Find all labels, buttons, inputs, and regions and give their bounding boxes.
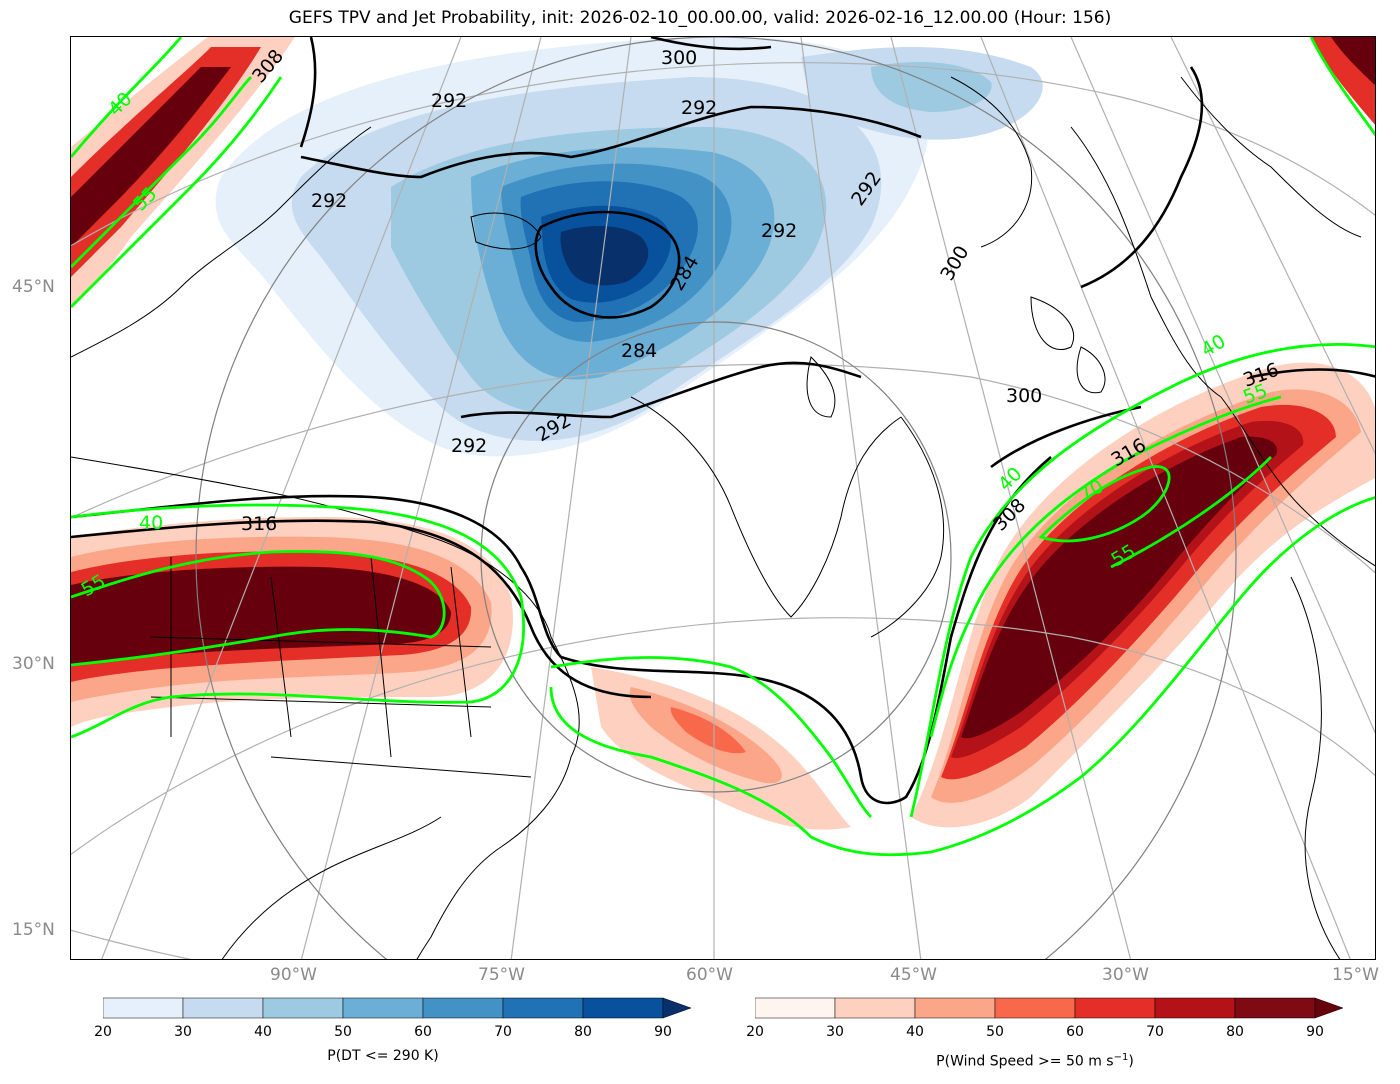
contour-label: 284 (621, 340, 657, 362)
lon-label: 15°W (1332, 965, 1379, 985)
lon-label: 30°W (1102, 965, 1149, 985)
colorbar-tick-label: 40 (906, 1024, 924, 1040)
colorbar-segment (834, 997, 916, 1019)
map-panel[interactable]: 300 308 292 292 292 292 292 284 284 300 … (70, 36, 1376, 960)
colorbar-tick-label: 60 (414, 1024, 432, 1040)
colorbar-segment (582, 997, 664, 1019)
colorbar-tick-label: 50 (986, 1024, 1004, 1040)
colorbar-dt-ticks: 20 30 40 50 60 70 80 90 (94, 1024, 672, 1044)
colorbar-wind-label-sup: −1 (1113, 1052, 1129, 1063)
contour-label: 300 (661, 47, 697, 69)
colorbar-segment (262, 997, 344, 1019)
contour-label: 292 (431, 90, 467, 112)
contour-label: 292 (311, 190, 347, 212)
colorbar-extend-arrow (1314, 997, 1344, 1019)
contour-label: 316 (241, 513, 277, 535)
colorbar-segment (102, 997, 184, 1019)
colorbar-tick-label: 40 (254, 1024, 272, 1040)
coastlines (71, 76, 1375, 959)
lat-label: 30°N (12, 654, 55, 674)
lat-label: 45°N (12, 277, 55, 297)
colorbar-dt-swatches (102, 997, 692, 1019)
jet-contours (71, 37, 1375, 857)
lat-label: 15°N (12, 920, 55, 940)
colorbar-tick-label: 90 (1306, 1024, 1324, 1040)
colorbar-tick-label: 20 (746, 1024, 764, 1040)
colorbar-segment (754, 997, 836, 1019)
colorbar-dt (102, 996, 697, 1024)
colorbar-segment (994, 997, 1076, 1019)
colorbar-tick-label: 80 (1226, 1024, 1244, 1040)
map-canvas: 300 308 292 292 292 292 292 284 284 300 … (71, 37, 1375, 959)
colorbar-tick-label: 80 (574, 1024, 592, 1040)
contour-label: 292 (681, 97, 717, 119)
colorbar-extend-arrow (662, 997, 692, 1019)
colorbar-wind-swatches (754, 997, 1344, 1019)
colorbar-segment (502, 997, 584, 1019)
colorbar-wind-ticks: 20 30 40 50 60 70 80 90 (746, 1024, 1324, 1044)
lon-label: 45°W (890, 965, 937, 985)
contour-label: 292 (761, 220, 797, 242)
colorbar-wind (754, 996, 1349, 1024)
colorbar-wind-label-text: P(Wind Speed >= 50 m s (936, 1053, 1114, 1070)
lon-label: 90°W (270, 965, 317, 985)
colorbar-tick-label: 20 (94, 1024, 112, 1040)
colorbar-wind-label-end: ) (1128, 1053, 1134, 1070)
tpv-probability-field (215, 37, 1043, 457)
contour-label-green: 40 (994, 463, 1027, 496)
colorbar-tick-label: 70 (494, 1024, 512, 1040)
colorbar-tick-label: 30 (826, 1024, 844, 1040)
colorbar-segment (342, 997, 424, 1019)
colorbar-segment (422, 997, 504, 1019)
map-title: GEFS TPV and Jet Probability, init: 2026… (288, 8, 1112, 28)
contour-label: 292 (451, 435, 487, 457)
colorbar-tick-label: 50 (334, 1024, 352, 1040)
contour-label: 300 (1006, 385, 1042, 407)
colorbar-tick-label: 60 (1066, 1024, 1084, 1040)
contour-label-green: 40 (139, 512, 163, 534)
jet-probability-field (71, 37, 1375, 830)
colorbar-tick-label: 70 (1146, 1024, 1164, 1040)
contour-label: 300 (936, 242, 973, 284)
colorbar-dt-label: P(DT <= 290 K) (327, 1048, 439, 1064)
colorbar-segment (914, 997, 996, 1019)
colorbar-segment (1074, 997, 1156, 1019)
colorbar-segment (1234, 997, 1316, 1019)
lon-label: 60°W (686, 965, 733, 985)
colorbar-wind-label: P(Wind Speed >= 50 m s−1) (755, 1052, 1315, 1070)
colorbar-segment (182, 997, 264, 1019)
colorbar-segment (1154, 997, 1236, 1019)
colorbar-tick-label: 90 (654, 1024, 672, 1040)
colorbar-tick-label: 30 (174, 1024, 192, 1040)
dt-contours (71, 37, 1375, 805)
lon-label: 75°W (478, 965, 525, 985)
contour-label-green: 40 (1198, 330, 1230, 361)
